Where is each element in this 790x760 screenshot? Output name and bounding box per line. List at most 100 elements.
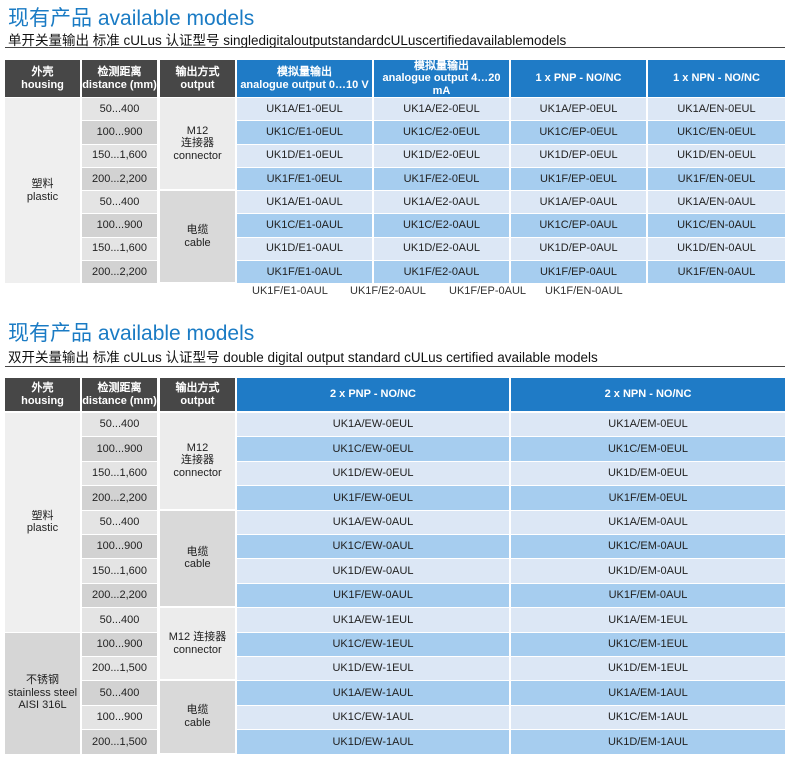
header-cell: 输出方式 output (160, 60, 235, 97)
model-cell: UK1F/E1-0AUL (237, 260, 372, 283)
model-cell: UK1A/EW-0AUL (237, 510, 509, 534)
cell-text: cable (184, 716, 211, 729)
model-cell: UK1A/EM-1EUL (511, 608, 785, 632)
cell-text: 模拟量输出 (414, 60, 469, 72)
cell-text: 检测距离 (97, 381, 142, 394)
model-cell: UK1C/EP-0AUL (511, 214, 646, 237)
model-cell: UK1A/EP-0AUL (511, 191, 646, 214)
cell-text: connector (173, 643, 222, 656)
cell-text: 连接器 (181, 454, 214, 467)
model-cell: UK1C/E2-0AUL (374, 214, 509, 237)
distance-cell: 100...900 (82, 437, 157, 461)
cell-text: 输出方式 (175, 65, 220, 78)
model-cell: UK1C/E1-0EUL (237, 121, 372, 144)
distance-cell: 150...1,600 (82, 237, 157, 260)
cell-text: analogue output 0…10 V (240, 78, 369, 91)
distance-cell: 50...400 (82, 681, 157, 705)
distance-cell: 200...2,200 (82, 583, 157, 608)
cell-text: 2 x NPN - NO/NC (604, 388, 692, 401)
distance-cell: 50...400 (82, 191, 157, 214)
model-cell: UK1D/EM-0AUL (511, 559, 785, 583)
model-cell: UK1D/EW-0AUL (237, 559, 509, 583)
divider (5, 366, 785, 367)
model-cell: UK1F/EW-0EUL (237, 486, 509, 510)
housing-cell: 塑料 plastic (5, 413, 80, 632)
header-cell: 外壳 housing (5, 378, 80, 411)
distance-cell: 50...400 (82, 608, 157, 632)
cell-text: 电缆 (186, 223, 209, 236)
cell-text: 模拟量输出 (277, 65, 332, 78)
model-cell: UK1D/EP-0AUL (511, 237, 646, 260)
cell-text: output (180, 78, 215, 91)
model-cell: UK1A/E1-0AUL (237, 191, 372, 214)
cell-text: housing (21, 78, 64, 91)
model-cell: UK1F/E2-0AUL (374, 260, 509, 283)
model-cell: UK1C/EM-1AUL (511, 705, 785, 730)
model-cell: UK1A/EN-0EUL (648, 98, 785, 121)
model-cell: UK1C/EM-0EUL (511, 437, 785, 461)
model-cell: UK1C/EN-0AUL (648, 214, 785, 237)
model-cell: UK1F/EM-0AUL (511, 583, 785, 608)
distance-cell: 100...900 (82, 214, 157, 237)
model-cell: UK1C/EW-1EUL (237, 632, 509, 656)
cell-text: stainless steel (7, 686, 78, 699)
model-cell: UK1F/EP-0AUL (511, 260, 646, 283)
model-cell: UK1D/EN-0EUL (648, 144, 785, 167)
distance-cell: 150...1,600 (82, 461, 157, 486)
model-cell: UK1D/EM-1EUL (511, 657, 785, 681)
model-cell: UK1C/E1-0AUL (237, 214, 372, 237)
section-subtitle: 双开关量输出 标准 cULus 认证型号 double digital outp… (8, 350, 598, 365)
cell-text: 电缆 (186, 545, 209, 558)
output-cell: 电缆 cable (160, 191, 235, 282)
distance-cell: 50...400 (82, 98, 157, 121)
model-cell: UK1D/E2-0EUL (374, 144, 509, 167)
model-cell: UK1A/EP-0EUL (511, 98, 646, 121)
model-cell: UK1D/EP-0EUL (511, 144, 646, 167)
cell-text: 外壳 (31, 65, 54, 78)
distance-cell: 150...1,600 (82, 559, 157, 583)
model-cell: UK1F/EN-0EUL (648, 167, 785, 190)
cell-text: 电缆 (186, 704, 209, 717)
header-cell: 模拟量输出 analogue output 0…10 V (237, 60, 372, 97)
cell-text: M12 (186, 124, 209, 137)
output-cell: M12 连接器 connector (160, 413, 235, 509)
cell-text: 1 x NPN - NO/NC (673, 72, 760, 85)
header-cell: 2 x PNP - NO/NC (237, 378, 509, 411)
section-subtitle: 单开关量输出 标准 cULus 认证型号 singledigitaloutput… (8, 33, 567, 48)
model-cell: UK1A/EM-0AUL (511, 510, 785, 534)
model-cell: UK1F/EN-0AUL (648, 260, 785, 283)
cell-text: AISI 316L (18, 699, 67, 712)
model-cell: UK1F/EW-0AUL (237, 583, 509, 608)
cell-text: M12 (186, 441, 209, 454)
model-cell: UK1C/EN-0EUL (648, 121, 785, 144)
housing-cell: 塑料 plastic (5, 98, 80, 283)
cell-text: analogue output 4…20 mA (382, 72, 501, 97)
cell-text: plastic (26, 190, 59, 203)
model-cell: UK1D/EW-0EUL (237, 461, 509, 486)
model-cell: UK1F/E2-0EUL (374, 167, 509, 190)
output-cell: M12 连接器 connector (160, 608, 235, 680)
model-cell: UK1C/EP-0EUL (511, 121, 646, 144)
model-cell: UK1D/E1-0AUL (237, 237, 372, 260)
cell-text: 塑料 (31, 177, 54, 190)
model-cell: UK1A/EW-0EUL (237, 413, 509, 437)
model-cell: UK1D/EM-1AUL (511, 730, 785, 754)
distance-cell: 50...400 (82, 413, 157, 437)
cell-text: output (180, 394, 215, 407)
cell-text: 输出方式 (175, 381, 220, 394)
cell-text: housing (21, 394, 64, 407)
distance-cell: 150...1,600 (82, 144, 157, 167)
distance-cell: 100...900 (82, 705, 157, 730)
section-title: 现有产品 available models (8, 322, 255, 345)
model-cell: UK1C/EM-1EUL (511, 632, 785, 656)
distance-cell: 50...400 (82, 510, 157, 534)
distance-cell: 200...2,200 (82, 260, 157, 283)
model-cell: UK1C/E2-0EUL (374, 121, 509, 144)
header-cell: 输出方式 output (160, 378, 235, 411)
model-cell: UK1D/EW-1EUL (237, 657, 509, 681)
model-cell: UK1D/E2-0AUL (374, 237, 509, 260)
distance-cell: 100...900 (82, 535, 157, 559)
cell-text: cable (184, 558, 211, 571)
header-cell: 1 x PNP - NO/NC (511, 60, 646, 97)
model-cell: UK1F/EP-0EUL (511, 167, 646, 190)
